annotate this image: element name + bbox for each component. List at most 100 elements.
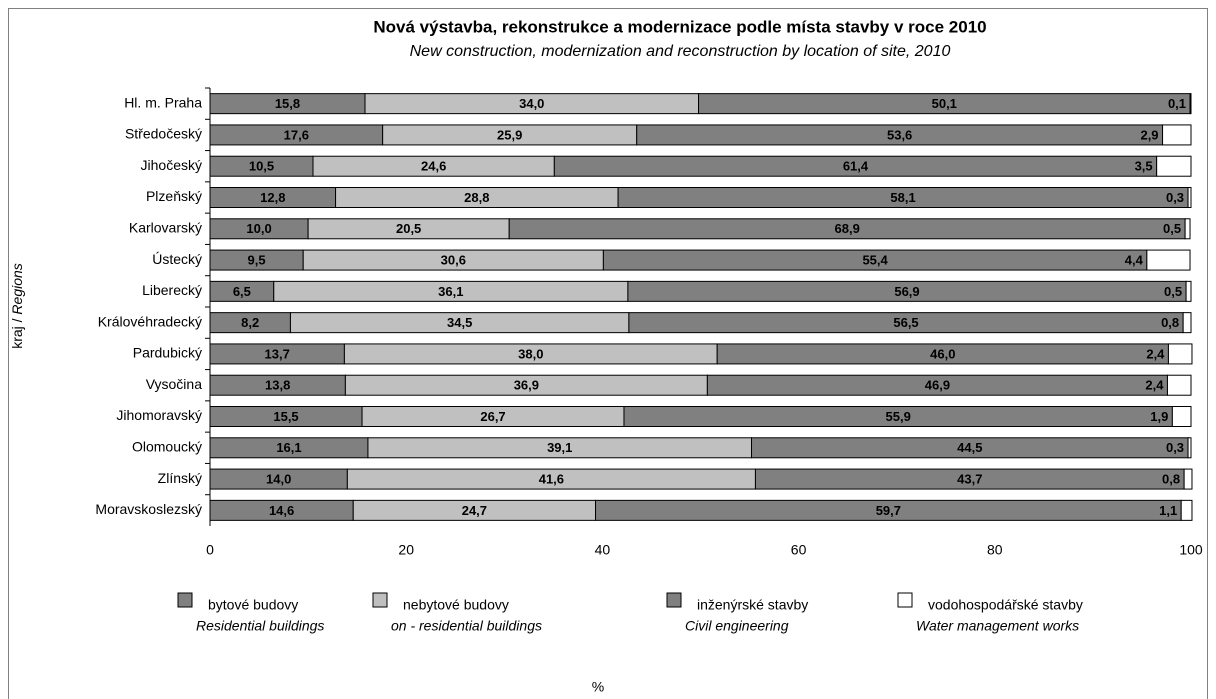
data-label: 15,8: [275, 96, 300, 111]
y-tick-label: Jihomoravský: [116, 407, 202, 423]
data-label: 39,1: [547, 440, 572, 455]
x-tick-label: 60: [791, 542, 807, 558]
data-label: 43,7: [957, 472, 982, 487]
x-tick-label: 80: [987, 542, 1003, 558]
bar-segment: [1185, 280, 1192, 302]
data-label: 14,0: [266, 472, 291, 487]
legend-label-en: Residential buildings: [196, 618, 324, 634]
y-tick-label: Ústecký: [152, 251, 202, 267]
y-tick-label: Hl. m. Praha: [124, 94, 202, 110]
y-tick-label: Středočeský: [125, 126, 202, 142]
data-label: 36,1: [438, 284, 463, 299]
chart-title: Nová výstavba, rekonstrukce a modernizac…: [373, 17, 986, 36]
data-label: 24,7: [462, 503, 487, 518]
y-tick-label: Královéhradecký: [98, 313, 202, 329]
data-label: 13,7: [265, 346, 290, 361]
data-label: 0,5: [1163, 221, 1181, 236]
data-label: 0,3: [1166, 440, 1184, 455]
chart-subtitle: New construction, modernization and reco…: [410, 43, 951, 60]
legend-label-en: on - residential buildings: [391, 618, 542, 634]
data-label: 3,5: [1135, 159, 1153, 174]
bar-segment: [1187, 437, 1192, 459]
data-label: 14,6: [269, 503, 294, 518]
data-label: 38,0: [518, 346, 543, 361]
data-label: 46,9: [925, 378, 950, 393]
y-tick-label: Moravskoslezský: [95, 501, 202, 517]
data-label: 50,1: [932, 96, 957, 111]
bar-segment: [1167, 343, 1193, 365]
bar-segment: [1180, 499, 1193, 521]
data-label: 61,4: [843, 159, 869, 174]
legend-label-en: Water management works: [916, 618, 1079, 634]
bar-segment: [1156, 155, 1192, 177]
data-label: 26,7: [480, 409, 505, 424]
data-label: 20,5: [396, 221, 421, 236]
bar-segment: [1184, 218, 1191, 240]
bar-segment: [1146, 249, 1191, 271]
data-label: 0,3: [1166, 190, 1184, 205]
data-label: 0,5: [1164, 284, 1182, 299]
legend-label: vodohospodářské stavby: [928, 597, 1083, 613]
data-label: 12,8: [260, 190, 285, 205]
x-tick-label: 40: [595, 542, 611, 558]
data-label: 25,9: [497, 127, 522, 142]
data-label: 10,0: [246, 221, 271, 236]
data-label: 16,1: [276, 440, 301, 455]
data-label: 6,5: [233, 284, 251, 299]
data-label: 0,1: [1168, 96, 1186, 111]
data-label: 36,9: [514, 378, 539, 393]
y-tick-label: Olomoucký: [132, 438, 202, 454]
legend-label-en: Civil engineering: [685, 618, 789, 634]
y-tick-label: Liberecký: [142, 282, 202, 298]
bar-segment: [1171, 406, 1192, 427]
data-label: 56,5: [893, 315, 918, 330]
y-tick-label: Karlovarský: [129, 219, 202, 235]
data-label: 8,2: [241, 315, 259, 330]
data-label: 1,1: [1159, 503, 1177, 518]
data-label: 13,8: [265, 378, 290, 393]
data-label: 41,6: [539, 472, 564, 487]
data-label: 9,5: [248, 253, 266, 268]
data-label: 34,5: [447, 315, 472, 330]
bar-segment: [1183, 468, 1193, 490]
data-label: 2,4: [1146, 346, 1165, 361]
y-tick-label: Plzeňský: [146, 188, 202, 204]
data-label: 55,9: [886, 409, 911, 424]
legend-swatch: [897, 592, 913, 608]
bar-segment: [1162, 124, 1192, 146]
data-label: 10,5: [249, 159, 274, 174]
data-label: 24,6: [421, 159, 446, 174]
bar-segment: [1182, 312, 1192, 334]
legend-swatch: [177, 592, 193, 608]
data-label: 53,6: [887, 127, 912, 142]
data-label: 17,6: [284, 127, 309, 142]
bar-segment: [1187, 187, 1192, 208]
legend-label: inženýrské stavby: [697, 597, 808, 613]
data-label: 1,9: [1150, 409, 1168, 424]
x-axis-label: %: [592, 679, 604, 695]
legend-swatch: [666, 592, 682, 608]
bar-segment: [1166, 374, 1192, 396]
legend-swatch: [372, 592, 388, 608]
y-tick-label: Pardubický: [133, 345, 202, 361]
data-label: 59,7: [876, 503, 901, 518]
x-tick-label: 0: [206, 542, 214, 558]
y-tick-label: Zlínský: [158, 470, 202, 486]
y-axis-label: kraj / Regions: [9, 263, 25, 349]
data-label: 2,4: [1145, 378, 1164, 393]
data-label: 55,4: [862, 253, 888, 268]
data-label: 56,9: [894, 284, 919, 299]
x-tick-label: 100: [1179, 542, 1203, 558]
data-label: 58,1: [890, 190, 915, 205]
bar-segment: [1189, 93, 1192, 115]
legend-label: nebytové budovy: [403, 597, 509, 613]
x-tick-label: 20: [398, 542, 414, 558]
data-label: 28,8: [464, 190, 489, 205]
y-tick-label: Vysočina: [146, 376, 203, 392]
data-label: 4,4: [1125, 253, 1144, 268]
data-label: 68,9: [835, 221, 860, 236]
data-label: 0,8: [1161, 315, 1179, 330]
data-label: 46,0: [930, 346, 955, 361]
frame: [8, 8, 1208, 699]
